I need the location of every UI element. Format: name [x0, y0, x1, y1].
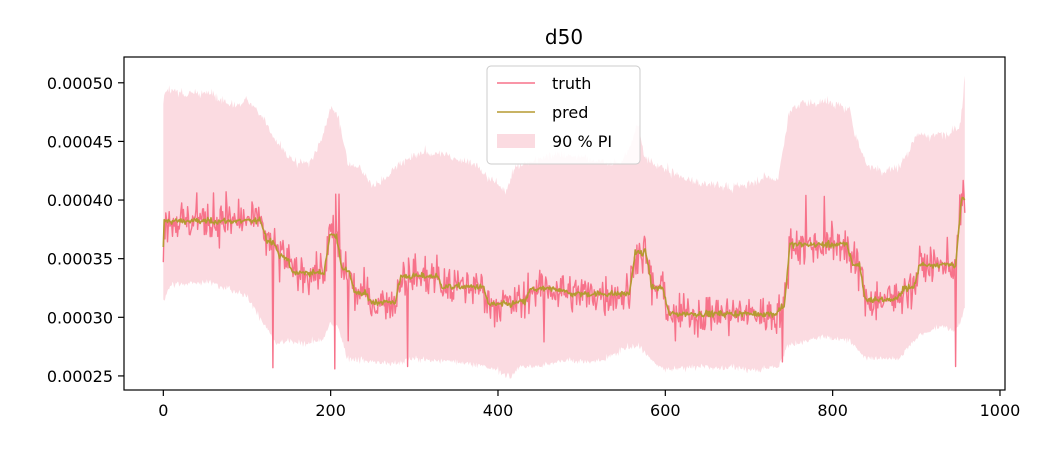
y-tick-label: 0.00040 — [47, 191, 113, 210]
chart-title: d50 — [545, 25, 583, 49]
legend-swatch-band — [497, 134, 535, 148]
x-tick-label: 800 — [817, 401, 848, 420]
legend: truth pred 90 % PI — [486, 65, 641, 165]
x-tick-label: 600 — [650, 401, 681, 420]
y-tick-label: 0.00050 — [47, 74, 113, 93]
y-tick-label: 0.00030 — [47, 308, 113, 327]
truth-line — [162, 179, 966, 370]
x-tick-label: 1000 — [980, 401, 1021, 420]
prediction-interval-band — [163, 75, 965, 379]
legend-label: pred — [552, 103, 588, 122]
y-tick-label: 0.00025 — [47, 367, 113, 386]
y-tick-label: 0.00045 — [47, 132, 113, 151]
pred-line — [162, 196, 966, 318]
x-tick-label: 200 — [315, 401, 346, 420]
legend-label: 90 % PI — [552, 132, 612, 151]
plot-area — [162, 75, 966, 379]
axes-frame — [123, 56, 1006, 391]
x-tick-label: 0 — [158, 401, 168, 420]
axes: 0 200 400 600 800 1000 0.00025 0.00030 0.00035 0.… — [47, 56, 1021, 420]
y-tick-label: 0.00035 — [47, 250, 113, 269]
legend-label: truth — [552, 74, 591, 93]
x-tick-label: 400 — [483, 401, 514, 420]
